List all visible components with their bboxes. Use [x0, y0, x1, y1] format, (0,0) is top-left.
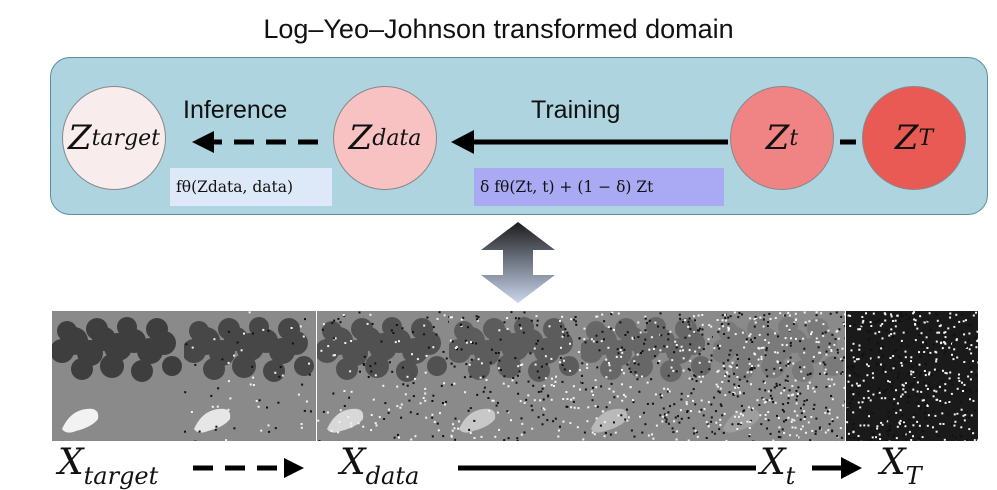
noisy-frame	[317, 311, 449, 441]
noisy-frame	[713, 311, 845, 441]
x-target-symbol: X	[58, 442, 84, 483]
x-target-label: Xtarget	[58, 442, 158, 490]
x-data-symbol: X	[340, 442, 366, 483]
noisy-frame	[846, 311, 978, 441]
noisy-image-strip	[52, 311, 978, 441]
x-t-symbol: X	[760, 442, 786, 483]
noisy-frame	[184, 311, 316, 441]
x-T-label: XT	[880, 442, 922, 490]
x-target-subscript: target	[84, 462, 159, 490]
noisy-frame	[52, 311, 184, 441]
x-forward-arrowhead	[841, 457, 862, 479]
x-t-label: Xt	[760, 442, 795, 490]
x-data-label: Xdata	[340, 442, 419, 490]
x-t-subscript: t	[786, 462, 796, 490]
x-T-symbol: X	[880, 442, 906, 483]
domain-link-arrow	[481, 222, 555, 303]
inference-arrowhead	[192, 131, 214, 153]
x-inference-arrowhead	[284, 458, 304, 478]
noisy-frame	[581, 311, 713, 441]
noisy-frame	[449, 311, 581, 441]
x-data-subscript: data	[366, 462, 420, 490]
x-T-subscript: T	[906, 462, 922, 490]
training-arrowhead	[451, 130, 474, 154]
